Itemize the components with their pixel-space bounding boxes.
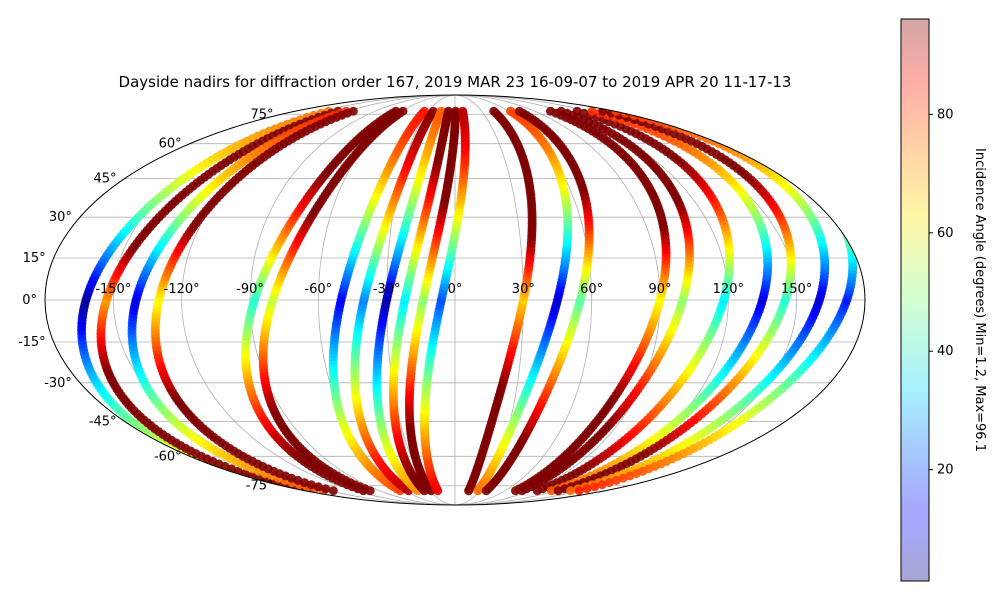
lon-tick-label: -150° (95, 282, 131, 297)
lat-tick-label: 45° (94, 172, 117, 187)
nadir-point (824, 200, 834, 210)
nadir-track (372, 106, 446, 496)
nadir-point (827, 203, 837, 213)
lat-tick-label: -60° (154, 449, 182, 464)
nadir-point (458, 106, 468, 116)
nadir-point (328, 486, 338, 496)
nadir-point (700, 126, 710, 136)
nadir-point (398, 106, 408, 116)
nadir-point (313, 482, 323, 492)
lon-gridline (249, 95, 456, 505)
nadir-point (768, 155, 778, 165)
nadir-point (782, 163, 792, 173)
nadir-track (127, 106, 351, 496)
nadir-point (321, 484, 331, 494)
nadir-point (787, 166, 797, 176)
nadir-point (721, 134, 731, 144)
nadir-point (685, 121, 695, 131)
nadir-point (819, 193, 829, 203)
colorbar-tick-label: 40 (937, 344, 954, 359)
nadir-point (829, 206, 839, 216)
nadir-track (328, 106, 429, 496)
colorbar: 20 40 60 80 Incidence Angle (degrees) Min=1… (900, 18, 987, 582)
nadir-point (803, 178, 813, 188)
lat-tick-label: -30° (44, 376, 72, 391)
nadir-point (669, 117, 679, 127)
lon-tick-label: 30° (512, 282, 535, 297)
nadir-point (773, 158, 783, 168)
nadir-point (574, 486, 584, 496)
lat-tick-label: 60° (159, 137, 182, 152)
nadir-point (835, 215, 845, 225)
nadir-point (677, 119, 687, 129)
colorbar-ticks: 20 40 60 80 (929, 107, 954, 478)
nadir-point (734, 139, 744, 149)
nadir-point (506, 106, 516, 116)
nadir-point (556, 106, 566, 116)
nadir-track (258, 106, 408, 496)
nadir-point (728, 136, 738, 146)
nadir-point (822, 196, 832, 206)
nadir-point (572, 106, 582, 116)
lon-tick-label: 150° (781, 282, 812, 297)
colorbar-label: Incidence Angle (degrees) Min=1.2, Max=9… (972, 148, 987, 452)
nadir-track (150, 106, 358, 496)
nadir-point (582, 484, 592, 494)
nadir-point (791, 169, 801, 179)
nadir-point (837, 219, 847, 229)
nadir-point (816, 190, 826, 200)
lon-tick-label: 120° (713, 282, 744, 297)
colorbar-gradient (901, 19, 929, 581)
nadir-point (740, 141, 750, 151)
lat-tick-label: 0° (22, 293, 37, 308)
lat-tick-label: 30° (49, 210, 72, 225)
nadir-point (795, 172, 805, 182)
lon-tick-label: -90° (236, 282, 264, 297)
nadir-point (778, 161, 788, 171)
nadir-point (708, 129, 718, 139)
nadir-point (587, 106, 597, 116)
lon-tick-label: 0° (448, 282, 463, 297)
colorbar-tick-label: 20 (937, 463, 954, 478)
nadir-track (77, 106, 333, 496)
chart-title: Dayside nadirs for diffraction order 167… (119, 73, 792, 91)
lat-tick-label: 15° (23, 251, 46, 266)
lon-tick-label: -60° (304, 282, 332, 297)
nadir-point (693, 124, 703, 134)
nadir-point (799, 175, 809, 185)
nadir-point (842, 228, 851, 238)
nadir-point (813, 187, 823, 197)
nadir-point (806, 181, 816, 191)
nadir-track (350, 106, 438, 496)
lat-tick-label: -45° (89, 414, 117, 429)
nadir-tracks (77, 106, 858, 496)
nadir-point (763, 152, 773, 162)
lon-tick-label: 90° (648, 282, 671, 297)
nadir-point (546, 106, 556, 116)
mollweide-map (44, 94, 866, 506)
lon-tick-label: 60° (580, 282, 603, 297)
nadir-point (489, 106, 499, 116)
lon-tick-label: -120° (164, 282, 200, 297)
nadir-point (715, 131, 725, 141)
nadir-point (306, 480, 316, 490)
nadir-point (348, 106, 358, 116)
lat-tick-label: 75° (250, 107, 273, 122)
nadir-point (752, 147, 762, 157)
colorbar-tick-label: 60 (937, 226, 954, 241)
colorbar-tick-label: 80 (937, 107, 954, 122)
lat-tick-label: -15° (18, 335, 46, 350)
nadir-point (840, 225, 850, 235)
nadir-point (831, 209, 841, 219)
nadir-point (810, 184, 820, 194)
nadir-point (746, 144, 756, 154)
nadir-point (514, 106, 524, 116)
lon-tick-label: -30° (373, 282, 401, 297)
lat-tick-label: -75° (246, 479, 274, 494)
nadir-point (757, 149, 767, 159)
nadir-point (833, 212, 843, 222)
